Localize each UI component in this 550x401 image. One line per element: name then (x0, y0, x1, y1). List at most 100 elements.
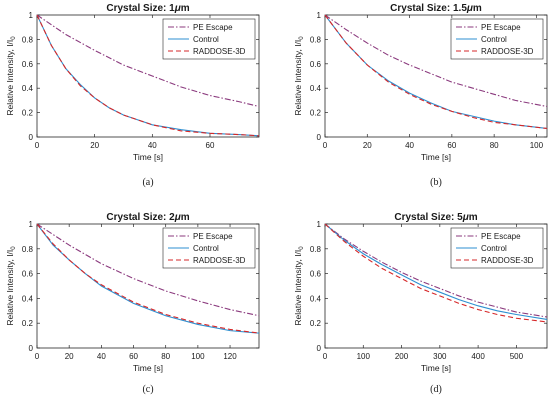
legend-entry: RADDOSE-3D (193, 256, 246, 265)
y-tick-label: 0.2 (310, 319, 322, 328)
y-tick-label: 1 (317, 11, 322, 20)
series-line-control (36, 223, 260, 334)
x-tick-label: 40 (97, 352, 106, 361)
chart-title: Crystal Size: 2μm (106, 212, 189, 223)
series-line-raddose-3d (324, 14, 548, 130)
y-tick-label: 0.4 (22, 84, 34, 93)
y-tick-label: 0.8 (310, 35, 322, 44)
chart-title-unit: m (181, 212, 190, 223)
x-tick-label: 80 (161, 352, 170, 361)
series-line-pe-escape (36, 223, 260, 317)
y-tick-label: 0.2 (22, 319, 34, 328)
chart-title: Crystal Size: 1μm (106, 3, 189, 14)
legend-entry: RADDOSE-3D (481, 256, 534, 265)
y-tick-label: 0.4 (310, 294, 322, 303)
series-line-control (324, 14, 548, 130)
x-tick-label: 40 (405, 141, 414, 150)
legend-entry: Control (193, 35, 219, 44)
x-tick-label: 200 (395, 352, 409, 361)
x-tick-label: 60 (129, 352, 138, 361)
chart-title: Crystal Size: 1.5μm (390, 3, 482, 14)
y-axis-label: Relative Intensity, I/I0 (5, 36, 17, 116)
x-tick-label: 60 (447, 141, 456, 150)
y-axis-label-main: Relative Intensity, I/I (5, 40, 15, 116)
series-line-control (324, 223, 548, 321)
x-tick-label: 80 (490, 141, 499, 150)
y-tick-label: 1 (317, 220, 322, 229)
y-tick-label: 0.8 (310, 245, 322, 254)
x-tick-label: 100 (357, 352, 371, 361)
chart-title-mu: μ (174, 212, 181, 223)
y-tick-label: 0.6 (310, 270, 322, 279)
y-axis-label-sub: 0 (11, 36, 17, 40)
legend: PE Escape Control RADDOSE-3D (162, 18, 256, 60)
legend-entry: Control (481, 244, 507, 253)
chart-title-prefix: Crystal Size: 1 (106, 3, 175, 14)
y-tick-label: 0.6 (310, 60, 322, 69)
legend: PE Escape Control RADDOSE-3D (450, 227, 544, 269)
y-tick-label: 0 (317, 344, 322, 353)
x-tick-label: 300 (433, 352, 447, 361)
legend-entry: PE Escape (193, 23, 233, 32)
x-tick-label: 0 (35, 141, 40, 150)
legend-entry: PE Escape (193, 232, 233, 241)
y-tick-label: 0.2 (22, 109, 34, 118)
x-tick-label: 20 (90, 141, 99, 150)
y-axis-label: Relative Intensity, I/I0 (293, 246, 305, 326)
series-line-raddose-3d (324, 223, 548, 323)
chart-panel-1: Crystal Size: 1μm 0 20 40 60 0 0.2 0.4 0.6 0.8 1 Ti… (5, 3, 260, 188)
y-tick-label: 0.4 (22, 294, 34, 303)
chart-panel-2: Crystal Size: 1.5μm 0 20 40 60 80 100 0 0.2 0.4 0.… (293, 3, 548, 188)
chart-title-unit: m (181, 3, 190, 14)
chart-panel-3: Crystal Size: 2μm 0 20 40 60 80 100 120 0 0.2 0.4 0… (5, 212, 260, 395)
y-tick-label: 1 (29, 220, 34, 229)
y-tick-label: 0 (29, 133, 34, 142)
y-axis-label-main: Relative Intensity, I/I (293, 250, 303, 326)
series-line-raddose-3d (36, 223, 260, 334)
legend-entry: Control (193, 244, 219, 253)
y-tick-label: 1 (29, 11, 34, 20)
legend-entry: PE Escape (481, 23, 521, 32)
series-line-pe-escape (36, 14, 260, 108)
y-axis-label-main: Relative Intensity, I/I (293, 40, 303, 116)
y-tick-label: 0.8 (22, 35, 34, 44)
y-tick-label: 0.6 (22, 60, 34, 69)
y-axis-label: Relative Intensity, I/I0 (5, 246, 17, 326)
legend-entry: RADDOSE-3D (193, 47, 246, 56)
chart-title-prefix: Crystal Size: 2 (106, 212, 175, 223)
chart-title-mu: μ (174, 3, 181, 14)
legend: PE Escape Control RADDOSE-3D (162, 227, 256, 269)
chart-title-unit: m (469, 212, 478, 223)
x-tick-label: 400 (471, 352, 485, 361)
chart-title-mu: μ (462, 212, 469, 223)
y-axis-label-sub: 0 (299, 246, 305, 250)
x-tick-label: 60 (206, 141, 215, 150)
legend-entry: RADDOSE-3D (481, 47, 534, 56)
y-tick-label: 0 (317, 133, 322, 142)
y-tick-label: 0 (29, 344, 34, 353)
series-line-raddose-3d (36, 14, 260, 137)
y-tick-label: 0.8 (22, 245, 34, 254)
legend-entry: Control (481, 35, 507, 44)
x-axis-label: Time [s] (133, 152, 163, 162)
chart-title-unit: m (473, 3, 482, 14)
x-axis-label: Time [s] (133, 363, 163, 373)
x-tick-label: 500 (510, 352, 524, 361)
series-line-pe-escape (324, 223, 548, 318)
y-tick-label: 0.4 (310, 84, 322, 93)
legend: PE Escape Control RADDOSE-3D (450, 18, 544, 60)
chart-title-prefix: Crystal Size: 1.5 (390, 3, 467, 14)
x-axis-label: Time [s] (421, 152, 451, 162)
y-axis-label-sub: 0 (299, 36, 305, 40)
y-tick-label: 0.6 (22, 270, 34, 279)
chart-title-prefix: Crystal Size: 5 (394, 212, 463, 223)
y-axis-label-sub: 0 (11, 246, 17, 250)
x-tick-label: 20 (363, 141, 372, 150)
x-tick-label: 100 (530, 141, 544, 150)
chart-title-mu: μ (466, 3, 473, 14)
chart-title: Crystal Size: 5μm (394, 212, 477, 223)
x-tick-label: 0 (323, 141, 328, 150)
y-tick-label: 0.2 (310, 109, 322, 118)
panel-caption: (b) (430, 177, 442, 188)
